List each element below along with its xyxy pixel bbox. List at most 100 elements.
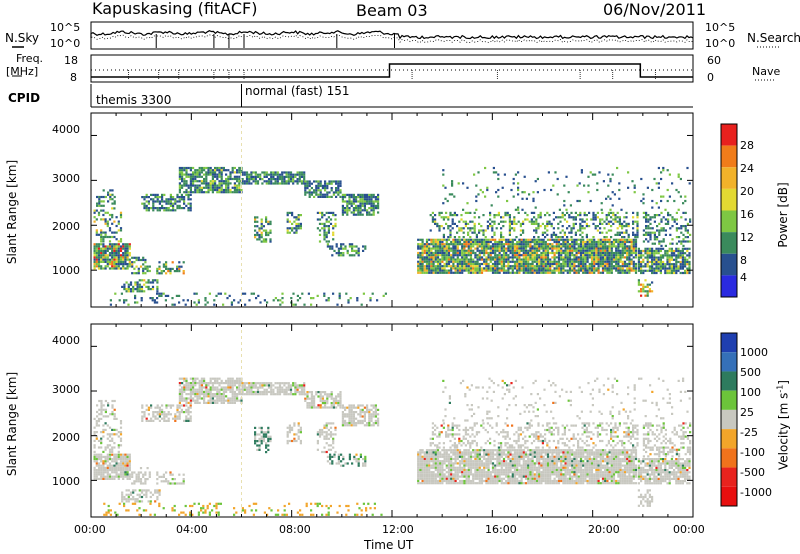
power-cell <box>605 197 608 200</box>
power-cell <box>265 231 268 234</box>
power-cell <box>324 184 327 187</box>
nsearch-trace <box>90 34 694 43</box>
power-cell <box>535 254 539 257</box>
power-cell <box>100 265 103 268</box>
power-cell <box>464 211 467 214</box>
power-cell <box>606 256 609 259</box>
power-cell <box>529 245 532 248</box>
power-cell <box>351 247 354 250</box>
power-cell <box>467 238 470 241</box>
power-cell <box>497 177 500 181</box>
power-cell <box>648 283 651 286</box>
power-cell <box>535 231 538 234</box>
power-cell <box>532 197 535 200</box>
power-cell <box>581 236 584 239</box>
power-cell <box>304 180 307 183</box>
vel-cell <box>115 471 118 474</box>
power-cell <box>675 242 678 245</box>
vel-cell <box>218 382 221 385</box>
power-cell <box>432 269 435 272</box>
power-cell <box>372 211 375 214</box>
vel-cell <box>119 458 123 461</box>
vel-cell <box>281 390 284 394</box>
power-cell <box>319 195 322 198</box>
power-cell <box>287 182 290 185</box>
vel-cell <box>278 386 282 389</box>
vel-cell <box>229 384 232 387</box>
power-cell <box>465 243 468 246</box>
power-cell <box>601 245 605 248</box>
power-cell <box>480 240 484 244</box>
power-cell <box>456 245 459 248</box>
vel-cell <box>167 404 170 407</box>
power-cell <box>440 211 443 214</box>
power-cell <box>585 214 588 217</box>
power-cell <box>104 195 107 199</box>
power-cell <box>513 229 516 232</box>
power-cell <box>573 269 576 272</box>
power-cell <box>469 265 473 268</box>
power-cell <box>616 227 619 230</box>
power-cell <box>617 260 620 263</box>
power-cell <box>317 187 320 190</box>
vel-cell <box>308 391 311 394</box>
power-cell <box>461 271 464 274</box>
power-cell <box>637 258 640 261</box>
vel-cell <box>274 386 277 389</box>
power-cell <box>100 209 103 212</box>
power-cell <box>225 184 228 187</box>
power-cell <box>595 245 598 248</box>
power-cell <box>593 240 596 244</box>
power-cell <box>436 225 439 228</box>
power-cell <box>325 233 328 236</box>
power-cell <box>485 262 488 266</box>
power-cell <box>350 202 353 205</box>
power-cell <box>131 272 134 275</box>
vel-cell <box>278 393 282 396</box>
vel-cell <box>131 475 134 478</box>
power-cell <box>445 238 448 241</box>
vel-cell <box>227 388 230 391</box>
vel-cell <box>183 397 186 400</box>
power-cell <box>612 260 616 263</box>
vel-cell <box>113 460 116 463</box>
power-cell <box>289 171 293 174</box>
vel-cell <box>181 399 184 402</box>
power-cell <box>327 231 330 234</box>
power-cell <box>608 269 611 272</box>
power-cell <box>615 247 618 250</box>
power-cell <box>599 258 602 261</box>
vel-cell <box>129 498 133 501</box>
power-cell <box>294 303 297 306</box>
power-cell <box>107 191 110 194</box>
power-cell <box>357 247 360 250</box>
power-cell <box>595 262 598 266</box>
power-cell <box>432 245 435 248</box>
power-cell <box>145 200 148 203</box>
power-cell <box>555 240 558 244</box>
power-cell <box>93 216 96 219</box>
power-cell <box>608 254 611 257</box>
power-cell <box>586 258 589 261</box>
vel-cell <box>292 393 295 396</box>
power-cell <box>102 200 105 203</box>
power-cell <box>355 213 358 216</box>
power-cell <box>606 238 609 241</box>
power-cell <box>363 209 366 212</box>
power-cell <box>640 294 643 297</box>
vel-cell <box>250 382 253 385</box>
vel-cell <box>119 444 123 447</box>
vel-cell <box>330 406 333 409</box>
power-cell <box>181 169 184 172</box>
power-cell <box>538 240 541 244</box>
power-cell <box>419 269 422 272</box>
power-cell <box>527 251 530 255</box>
power-cell <box>617 243 620 246</box>
power-cell <box>419 254 422 257</box>
power-cell <box>319 189 322 192</box>
power-cell <box>480 245 484 248</box>
vel-cell <box>194 395 197 398</box>
vel-cell <box>156 491 159 494</box>
vel-cell <box>330 402 333 405</box>
vel-cell <box>163 411 166 414</box>
